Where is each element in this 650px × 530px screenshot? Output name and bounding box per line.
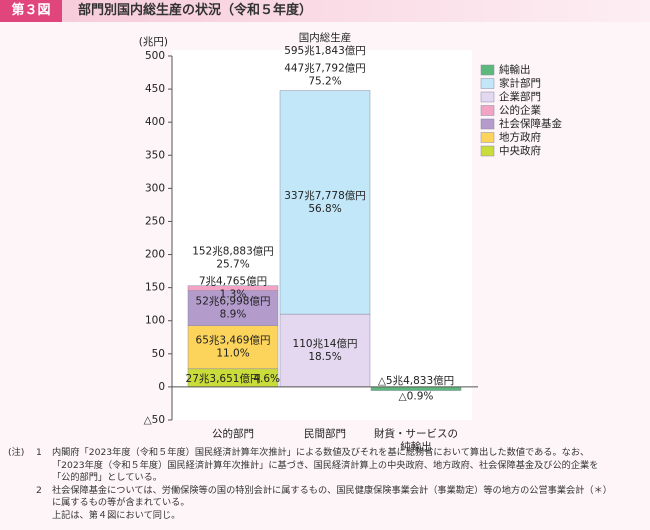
x-tick-label: 公的部門 — [212, 428, 254, 440]
total-share-label: 75.2% — [308, 76, 341, 88]
x-tick-label: 民間部門 — [304, 428, 346, 440]
bar-segment — [187, 290, 279, 326]
note-mark — [8, 485, 36, 498]
note-number: 2 — [36, 484, 42, 496]
note-row: 「公的部門」としている。 — [8, 472, 648, 485]
bar-segment — [187, 285, 279, 291]
value-label: 27兆3,651億円 — [186, 372, 261, 385]
note-number — [36, 472, 52, 485]
note-row: (注) 1 内閣府「2023年度（令和５年度）国民経済計算年次推計」による数値及びそ… — [8, 447, 648, 460]
share-label: 11.0% — [216, 348, 249, 360]
bar-segment — [279, 313, 371, 388]
bar-segment — [279, 90, 371, 315]
y-tick-label: △50 — [144, 414, 165, 426]
share-label: 18.5% — [308, 351, 341, 363]
share-label: 8.9% — [220, 309, 247, 321]
note-row: 「2023年度（令和５年度）国民経済計算年次推計」に基づき、国民経済計算上の中央… — [8, 460, 648, 473]
share-label: 56.8% — [308, 203, 341, 215]
note-text: 内閣府「2023年度（令和５年度）国民経済計算年次推計」による数値及びそれを基に… — [52, 447, 590, 458]
note-text: 社会保障基金については、労働保険等の国の特別会計に属するもの、国民健康保険事業会… — [52, 484, 612, 496]
y-tick-label: 500 — [145, 50, 165, 62]
y-tick-label: 50 — [152, 348, 165, 360]
note-text: 「2023年度（令和５年度）国民経済計算年次推計」に基づき、国民経済計算上の中央… — [52, 459, 599, 471]
legend-swatch — [480, 64, 495, 76]
legend-label: 家計部門 — [499, 77, 541, 90]
note-text: 上記は、第４図において同じ。 — [52, 509, 181, 521]
share-label: △0.9% — [399, 391, 434, 403]
note-mark — [8, 510, 36, 523]
y-tick-label: 150 — [145, 282, 165, 294]
note-number — [36, 497, 52, 510]
share-label: 1.3% — [220, 289, 247, 301]
share-label: 4.6% — [253, 373, 280, 385]
note-text: 「公的部門」としている。 — [52, 472, 162, 483]
y-tick-label: 100 — [145, 315, 165, 327]
gdp-label: 国内総生産 — [299, 31, 352, 44]
chart: (兆円) △50 0 50 100 150 200 250 300 350 400 450 500 27兆… — [139, 31, 563, 426]
gdp-value: 595兆1,843億円 — [284, 44, 366, 57]
figure-badge: 第３図 — [0, 0, 62, 22]
note-number — [36, 460, 52, 473]
header-band: 第３図 部門別国内総生産の状況（令和５年度） — [0, 0, 650, 22]
legend-label: 地方政府 — [499, 131, 541, 144]
total-share-label: 25.7% — [216, 259, 249, 271]
note-number: 1 — [36, 447, 42, 458]
x-tick-label: 財貨・サービスの純輸出 — [374, 428, 458, 453]
legend-swatch — [480, 91, 495, 103]
y-tick-label: 0 — [158, 381, 165, 393]
y-tick-label: 350 — [145, 149, 165, 161]
notes: (注) 1 内閣府「2023年度（令和５年度）国民経済計算年次推計」による数値及びそ… — [8, 447, 648, 522]
note-text: に属するもの等が含まれている。 — [52, 497, 190, 508]
legend-label: 純輸出 — [499, 63, 531, 76]
note-mark — [8, 472, 36, 485]
legend-label: 社会保障基金 — [499, 117, 562, 130]
figure-title: 部門別国内総生産の状況（令和５年度） — [78, 3, 313, 18]
value-label: 65兆3,469億円 — [196, 334, 271, 347]
legend-label: 中央政府 — [499, 144, 541, 157]
legend-label: 公的企業 — [499, 104, 541, 117]
total-label: 447兆7,792億円 — [284, 62, 366, 75]
note-row: 上記は、第４図において同じ。 — [8, 510, 648, 523]
y-tick-label: 300 — [145, 182, 165, 194]
legend-label: 企業部門 — [499, 90, 541, 103]
value-label: 52兆6,998億円 — [196, 295, 271, 308]
value-label: 7兆4,765億円 — [199, 275, 267, 288]
legend-swatch — [480, 118, 495, 130]
note-mark: (注) — [8, 447, 25, 458]
note-row: 2 社会保障基金については、労働保険等の国の特別会計に属するもの、国民健康保険事業… — [8, 485, 648, 498]
legend-swatch — [480, 132, 495, 143]
note-row: に属するもの等が含まれている。 — [8, 497, 648, 510]
y-unit: (兆円) — [139, 36, 168, 48]
note-mark — [8, 460, 36, 473]
value-label: 337兆7,778億円 — [284, 189, 366, 202]
total-label: 152兆8,883億円 — [192, 245, 274, 258]
note-mark — [8, 497, 36, 510]
value-label: 110兆14億円 — [293, 337, 358, 350]
legend-swatch — [480, 105, 495, 116]
y-tick-label: 250 — [145, 215, 165, 227]
legend-swatch — [480, 145, 495, 157]
note-number — [36, 510, 52, 523]
y-tick-label: 200 — [145, 249, 165, 261]
y-tick-label: 450 — [145, 83, 165, 95]
legend-swatch — [480, 78, 495, 89]
y-tick-label: 400 — [145, 116, 165, 128]
value-label: △5兆4,833億円 — [378, 374, 454, 387]
